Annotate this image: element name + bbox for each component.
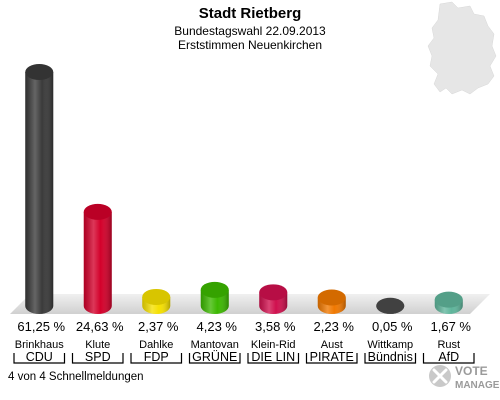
party-label: FDP [144,350,169,364]
germany-map-icon [427,1,497,95]
value-label: 4,23 % [197,319,238,334]
candidate-label: Klein-Rid [251,339,296,351]
bars-group [25,64,463,314]
votemanager-logo: VOTE MANAGER [429,364,500,391]
candidate-label: Wittkamp [367,339,413,351]
bar-shading [25,72,54,314]
bar-top [83,203,112,220]
bar-top [434,291,463,308]
party-label: Bündnis [368,350,413,364]
bar-b-ndnis [376,297,405,314]
party-bracket [422,353,475,364]
candidate-label: Klute [85,339,110,351]
party-bracket [130,353,183,364]
candidate-label: Aust [321,339,343,351]
bar-top [200,281,229,298]
party-label: AfD [438,350,459,364]
bar-spd [83,203,112,314]
party-bracket [305,353,358,364]
candidate-label: Dahlke [139,339,173,351]
value-label: 61,25 % [17,319,65,334]
bar-top [25,64,54,80]
bar-die-lin [259,284,288,314]
bar-top [259,284,288,301]
candidate-label: Mantovan [191,339,239,351]
bar-top [317,289,346,306]
party-bracket [188,353,241,364]
party-bracket [247,353,300,364]
party-label: GRÜNE [192,350,237,364]
value-label: 2,37 % [138,319,179,334]
value-label: 24,63 % [76,319,124,334]
value-label: 3,58 % [255,319,296,334]
party-label: CDU [26,350,53,364]
chart-floor [10,294,490,314]
value-label: 0,05 % [372,319,413,334]
value-label: 2,23 % [314,319,355,334]
bar-afd [434,291,463,314]
bar-gr-ne [200,281,229,314]
report-status: 4 von 4 Schnellmeldungen [8,371,144,383]
candidate-label: Rust [437,339,460,351]
party-bracket [71,353,124,364]
chart-title: Stadt Rietberg [199,5,302,22]
chart-subtitle-area: Erststimmen Neuenkirchen [178,38,322,52]
bar-shading [83,211,112,314]
bar-cdu [25,64,54,314]
value-label: 1,67 % [431,319,472,334]
bar-pirate [317,289,346,314]
bar-top [142,288,171,305]
candidate-label: Brinkhaus [15,339,64,351]
party-label: DIE LIN [251,350,295,364]
party-label: SPD [85,350,111,364]
party-bracket [13,353,66,364]
bar-top [376,297,405,314]
party-bracket [364,353,417,364]
chart-subtitle-date: Bundestagswahl 22.09.2013 [174,24,326,38]
svg-text:VOTE: VOTE [455,364,488,378]
svg-text:MANAGER: MANAGER [455,380,500,391]
party-label: PIRATE [310,350,354,364]
bar-fdp [142,288,171,314]
